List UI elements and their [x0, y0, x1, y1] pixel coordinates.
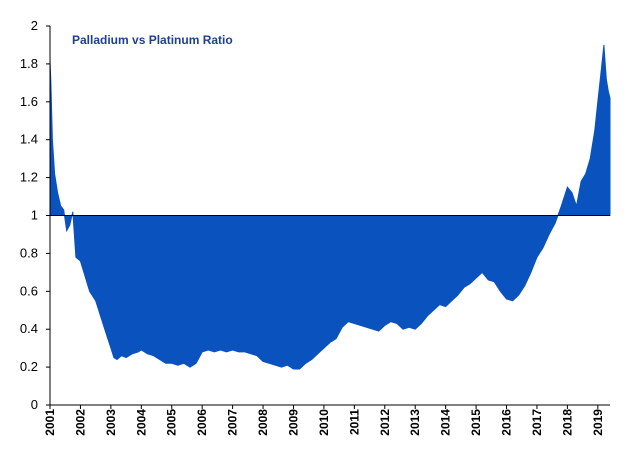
- x-tick-label: 2007: [226, 409, 240, 436]
- area-fill-layer: [49, 44, 611, 370]
- x-tick-labels: 2001 2002 2003 2004 2005 2006 2007 2008 2009 2010…: [43, 409, 605, 436]
- y-tick-label: 1.2: [20, 170, 38, 185]
- chart-title: Palladium vs Platinum Ratio: [72, 33, 233, 47]
- y-tick-label: 0: [31, 397, 38, 412]
- axes-layer: [46, 25, 610, 409]
- x-tick-label: 2008: [256, 409, 270, 436]
- x-tick-label: 2003: [104, 409, 118, 436]
- series-area-0: [49, 44, 611, 370]
- x-tick-label: 2004: [134, 409, 148, 436]
- x-tick-label: 2014: [439, 409, 453, 436]
- y-tick-label: 0.6: [20, 283, 38, 298]
- x-tick-label: 2010: [317, 409, 331, 436]
- x-tick-label: 2017: [530, 409, 544, 436]
- x-tick-label: 2012: [378, 409, 392, 436]
- y-tick-labels: 0 0.2 0.4 0.6 0.8 1 1.2 1.4 1.6 1.8 2: [20, 18, 38, 412]
- y-tick-label: 1.8: [20, 56, 38, 71]
- x-tick-label: 2016: [500, 409, 514, 436]
- y-tick-label: 1: [31, 208, 38, 223]
- x-tick-label: 2005: [165, 409, 179, 436]
- x-tick-label: 2013: [408, 409, 422, 436]
- x-tick-label: 2006: [195, 409, 209, 436]
- y-tick-label: 1.6: [20, 94, 38, 109]
- x-tick-label: 2015: [469, 409, 483, 436]
- y-tick-label: 0.2: [20, 359, 38, 374]
- y-tick-label: 2: [31, 18, 38, 33]
- y-tick-label: 0.4: [20, 321, 38, 336]
- x-tick-label: 2011: [347, 409, 361, 435]
- x-tick-label: 2002: [73, 409, 87, 436]
- x-tick-label: 2009: [286, 409, 300, 436]
- y-tick-label: 1.4: [20, 132, 38, 147]
- x-tick-label: 2019: [591, 409, 605, 436]
- x-tick-label: 2001: [43, 409, 57, 436]
- y-tick-label: 0.8: [20, 245, 38, 260]
- x-tick-label: 2018: [560, 409, 574, 436]
